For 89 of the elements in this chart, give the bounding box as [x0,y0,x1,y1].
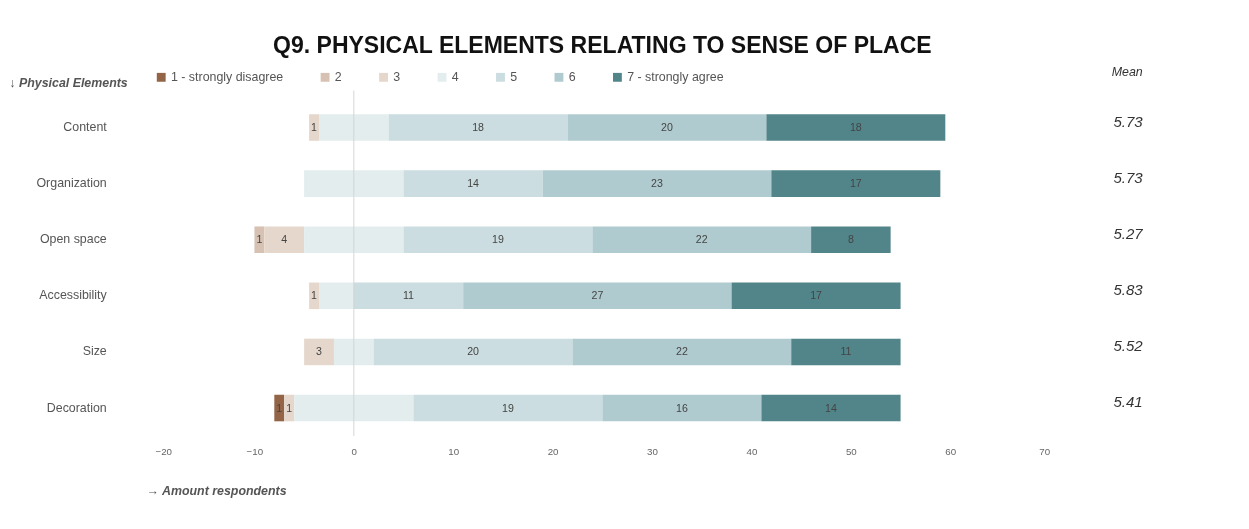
bar [731,282,901,310]
text: 5.27 [1113,224,1144,242]
bar [264,226,305,254]
bar [309,282,320,310]
x-tick-label: 60 [945,446,957,458]
legend-label: 2 [334,69,342,84]
bar [771,170,941,197]
data-label: 4 [281,233,288,246]
x-tick-label: 0 [351,446,358,458]
x-tick-label: 40 [746,446,758,458]
chart-title: Q9. PHYSICAL ELEMENTS RELATING TO SENSE OF PLACE [273,32,932,59]
bar [388,114,568,141]
legend-label: 7 - strongly agree [627,69,724,84]
x-tick-label: −20 [155,446,173,458]
data-label: 17 [849,177,862,190]
bar [766,114,946,141]
data-label: 18 [472,121,485,134]
bar [353,282,464,310]
data-label: 1 [311,289,318,302]
y-tick-label: Decoration [46,400,107,415]
bar [309,114,320,141]
data-label: 20 [467,345,480,358]
data-label: 14 [825,401,837,414]
bar [413,394,603,422]
x-axis-title: → Amount respondents [146,483,287,498]
bar [567,114,767,141]
data-label: 14 [467,177,480,190]
data-label: 8 [847,233,854,246]
bar [463,282,732,310]
text: Mean [1111,65,1143,80]
bar [254,226,265,254]
y-axis-title: ↓ Physical Elements [9,75,128,90]
x-tick-label: 50 [845,446,858,458]
bar [572,338,792,366]
y-tick-label: Size [82,344,107,359]
data-label: 17 [810,289,823,302]
bar [373,338,573,366]
text: 5.73 [1113,112,1144,130]
bar [403,170,543,197]
bar [274,394,285,422]
data-label: 22 [675,345,688,358]
data-label: 20 [661,121,673,134]
text: 5.73 [1113,168,1144,186]
data-label: 23 [651,177,664,190]
bar [304,226,404,254]
bar [791,338,901,366]
data-label: 11 [403,289,415,302]
y-tick-label: Accessibility [39,288,108,303]
data-label: 16 [675,401,688,414]
bar [811,226,891,254]
data-label: 1 [311,121,318,134]
data-label: 1 [276,401,283,414]
y-tick-label: Open space [39,232,107,247]
legend-label: 5 [510,69,518,84]
text: 5.83 [1113,280,1144,298]
legend-label: 3 [393,69,401,84]
x-tick-label: 20 [547,446,560,458]
y-tick-label: Content [63,120,108,135]
x-tick-label: 30 [647,446,659,458]
data-label: 1 [286,401,293,414]
x-tick-label: 10 [448,446,460,458]
bar [284,394,295,422]
data-label: 22 [695,233,708,246]
bar [602,394,762,422]
bar [542,170,772,197]
data-label: 19 [492,233,504,246]
bar [592,226,812,254]
legend-label: 4 [451,69,459,84]
data-label: 18 [849,121,862,134]
data-label: 19 [502,401,514,414]
bar [761,394,901,422]
legend-label: 1 - strongly disagree [170,69,284,84]
bar [319,282,354,310]
data-label: 3 [316,345,323,358]
bar [319,114,389,141]
text: 5.41 [1113,393,1143,411]
bar [304,170,404,197]
bar [294,394,414,422]
legend-label: 6 [568,69,576,84]
bar [333,338,374,366]
x-tick-label: 70 [1039,446,1051,458]
data-label: 27 [591,289,604,302]
y-tick-label: Organization [36,176,107,191]
x-tick-label: −10 [246,446,264,458]
bar [304,338,334,366]
text: 5.52 [1113,337,1144,355]
bar [403,226,593,254]
data-label: 1 [256,233,263,246]
data-label: 11 [840,345,852,358]
